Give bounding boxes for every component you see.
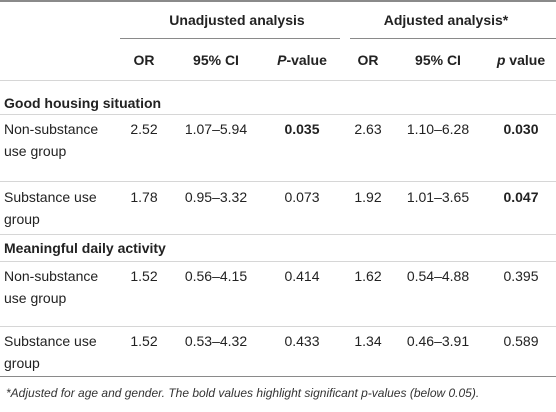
section-title: Good housing situation — [4, 95, 162, 111]
cell-or2: 1.34 — [354, 333, 382, 349]
cell-or1: 1.52 — [130, 268, 158, 284]
cell-ci1: 0.95–3.32 — [184, 189, 248, 205]
col-p-unadjusted-italic: P — [277, 52, 287, 68]
cell-or1: 1.78 — [130, 189, 158, 205]
cell-or1: 1.52 — [130, 333, 158, 349]
bottom-rule — [0, 376, 556, 377]
cell-p1: 0.433 — [284, 333, 320, 349]
unadjusted-underline — [120, 38, 340, 39]
cell-p2: 0.395 — [503, 268, 539, 284]
cell-ci1: 0.53–4.32 — [184, 333, 248, 349]
top-rule — [0, 0, 556, 2]
row-rule — [0, 234, 556, 235]
adjusted-underline — [350, 38, 556, 39]
cell-ci1: 0.56–4.15 — [184, 268, 248, 284]
cell-or2: 1.92 — [354, 189, 382, 205]
col-p-adjusted-rest: value — [505, 52, 546, 68]
cell-ci2: 0.54–4.88 — [406, 268, 470, 284]
header-unadjusted-analysis: Unadjusted analysis — [169, 12, 305, 28]
section-title: Meaningful daily activity — [4, 240, 166, 256]
cell-p2: 0.047 — [503, 189, 539, 205]
header-rule — [0, 80, 556, 81]
cell-p2: 0.589 — [503, 333, 539, 349]
row-label: Substance use group — [4, 333, 97, 371]
cell-or1: 2.52 — [130, 121, 158, 137]
cell-ci2: 1.01–3.65 — [406, 189, 470, 205]
cell-p1: 0.035 — [284, 121, 320, 137]
row-label: Non-substance use group — [4, 121, 99, 159]
cell-p1: 0.073 — [284, 189, 320, 205]
cell-or2: 1.62 — [354, 268, 382, 284]
col-ci-adjusted: 95% CI — [415, 52, 461, 68]
cell-ci2: 0.46–3.91 — [406, 333, 470, 349]
row-rule — [0, 326, 556, 327]
cell-ci1: 1.07–5.94 — [184, 121, 248, 137]
row-label: Non-substance use group — [4, 268, 99, 306]
col-or-adjusted: OR — [357, 52, 379, 68]
col-ci-unadjusted: 95% CI — [193, 52, 239, 68]
table-footnote: *Adjusted for age and gender. The bold v… — [6, 386, 480, 400]
header-adjusted-analysis: Adjusted analysis* — [383, 12, 509, 28]
col-p-adjusted-italic: p — [496, 52, 506, 68]
row-rule — [0, 181, 556, 182]
cell-p1: 0.414 — [284, 268, 320, 284]
cell-or2: 2.63 — [354, 121, 382, 137]
row-rule — [0, 261, 556, 262]
cell-ci2: 1.10–6.28 — [406, 121, 470, 137]
col-or-unadjusted: OR — [133, 52, 155, 68]
col-p-adjusted: p value — [488, 49, 554, 71]
col-p-unadjusted-rest: -value — [286, 52, 327, 68]
row-rule — [0, 114, 556, 115]
cell-p2: 0.030 — [503, 121, 539, 137]
row-label: Substance use group — [4, 189, 97, 227]
col-p-unadjusted: P-value — [264, 49, 340, 71]
